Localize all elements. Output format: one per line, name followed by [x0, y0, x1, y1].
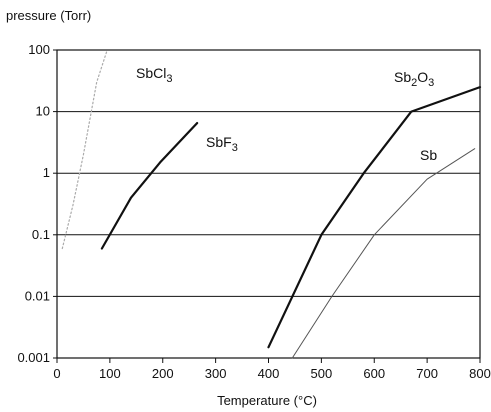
gridlines [57, 49, 480, 359]
series-line-sbf3 [100, 121, 199, 250]
x-tick-label: 800 [469, 366, 491, 381]
x-tick-label: 600 [363, 366, 385, 381]
x-tick-label: 200 [152, 366, 174, 381]
series-label-sb: Sb [420, 147, 437, 163]
series-label-sb2o3: Sb2O3 [394, 69, 434, 89]
x-tick-label: 300 [205, 366, 227, 381]
y-tick-label: 0.001 [17, 350, 50, 365]
x-axis-title: Temperature (°C) [217, 393, 317, 408]
series-lines [61, 49, 482, 359]
series-line-sb2o3 [267, 85, 482, 349]
series-labels: SbCl3 SbF3 Sb2O3 Sb [136, 65, 437, 163]
series-label-sbcl3: SbCl3 [136, 65, 172, 85]
series-line-sb [291, 148, 476, 359]
axes [53, 49, 481, 363]
x-tick-label: 400 [258, 366, 280, 381]
plot-frame [56, 49, 481, 359]
y-tick-label: 1 [43, 165, 50, 180]
series-label-sbf3: SbF3 [206, 134, 238, 154]
y-tick-label: 0.1 [32, 227, 50, 242]
x-tick-label: 100 [99, 366, 121, 381]
y-tick-label: 100 [28, 42, 50, 57]
x-tick-label: 700 [416, 366, 438, 381]
series-line-sbcl3 [61, 49, 108, 250]
x-tick-label: 0 [53, 366, 60, 381]
x-tick-label: 500 [311, 366, 333, 381]
y-axis-title: pressure (Torr) [6, 8, 91, 23]
y-tick-label: 0.01 [25, 288, 50, 303]
tick-labels: 0.001 0.01 0.1 1 10 100 0 100 200 300 400 500 600 700… [17, 42, 490, 381]
y-tick-label: 10 [36, 104, 50, 119]
